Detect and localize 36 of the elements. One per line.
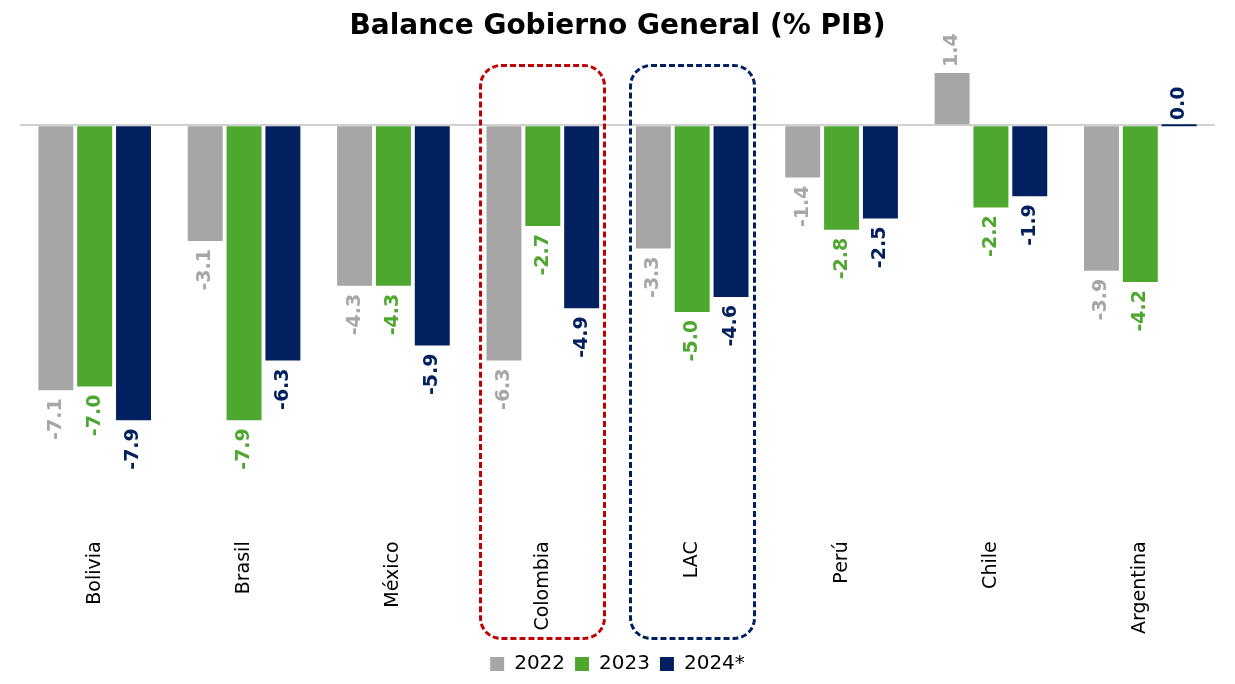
data-label: -4.2 [1127, 290, 1150, 332]
legend-label: 2023 [599, 650, 650, 675]
data-label: -4.3 [380, 293, 403, 336]
data-label: -7.0 [81, 394, 104, 437]
legend-label: 2024* [683, 650, 745, 675]
data-label: -2.7 [529, 234, 552, 276]
data-label: -2.8 [828, 237, 851, 280]
x-tick-label: Perú [828, 541, 851, 584]
x-tick-label: Brasil [231, 541, 253, 595]
data-label: -2.2 [977, 215, 1000, 257]
data-label: -3.9 [1088, 278, 1111, 321]
x-tick-label: México [380, 541, 403, 608]
data-label: -2.5 [867, 226, 890, 269]
chart-title: Balance Gobierno General (% PIB) [349, 8, 886, 42]
data-label: -3.3 [640, 256, 663, 298]
data-label: -7.9 [231, 428, 253, 470]
data-label: -4.6 [717, 304, 740, 347]
data-label: -5.9 [419, 353, 442, 396]
data-label: 1.4 [939, 33, 962, 67]
data-label: -3.1 [192, 248, 215, 291]
data-label: -7.1 [42, 398, 65, 440]
data-label: -4.9 [568, 316, 591, 358]
x-tick-label: LAC [679, 541, 702, 579]
x-tick-label: Chile [977, 541, 1000, 589]
x-tick-label: Bolivia [81, 541, 104, 605]
data-label: -6.3 [490, 368, 513, 411]
data-label: -4.3 [341, 293, 364, 336]
data-label: -5.0 [679, 319, 702, 362]
data-label: -1.4 [789, 185, 812, 228]
x-tick-label: Argentina [1127, 541, 1150, 635]
data-label: 0.0 [1166, 86, 1189, 121]
data-label: -1.9 [1016, 204, 1039, 246]
legend-label: 2022 [514, 650, 566, 675]
data-label: -7.9 [120, 428, 143, 470]
data-label: -6.3 [269, 368, 292, 411]
x-tick-label: Colombia [529, 541, 552, 631]
